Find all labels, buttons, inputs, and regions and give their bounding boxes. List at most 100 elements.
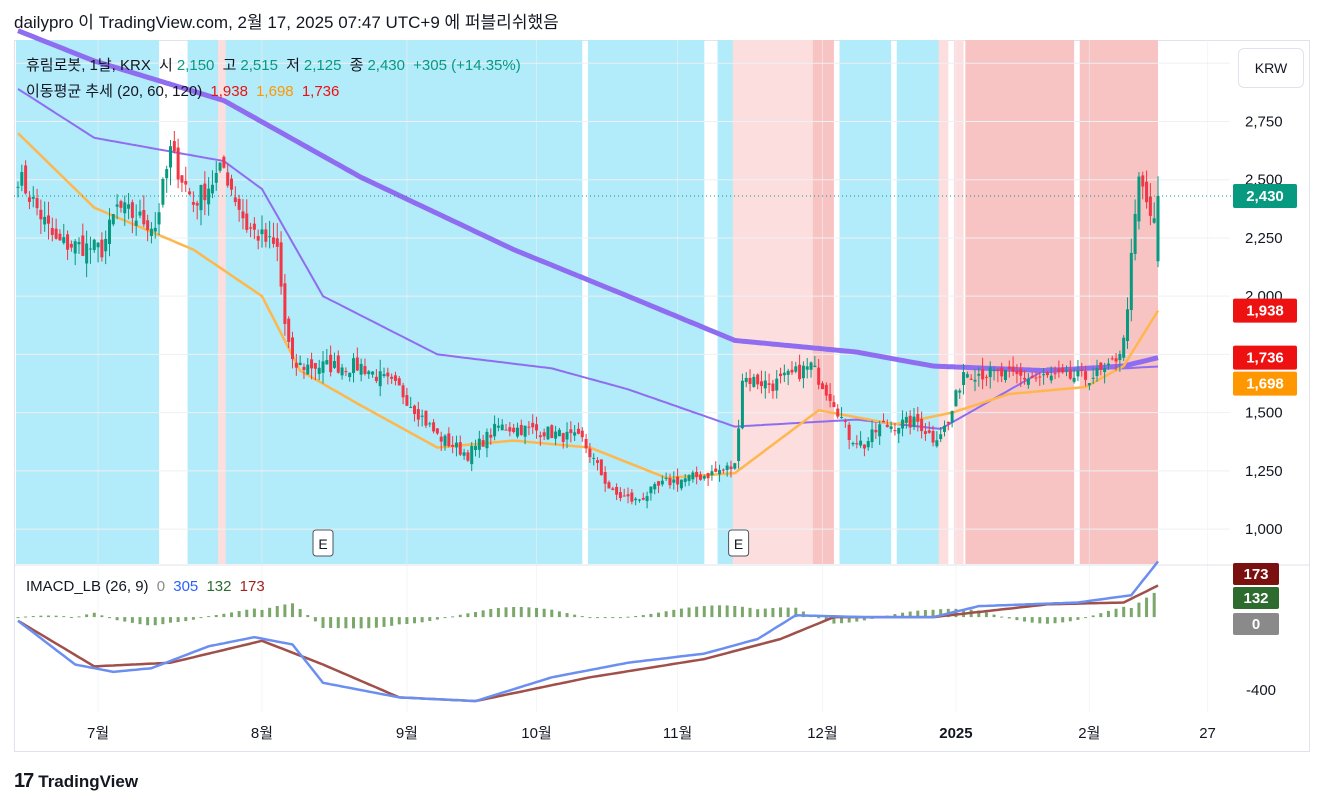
macd-histogram-bar: [512, 606, 516, 618]
candle-body: [271, 237, 275, 244]
macd-v3: 173: [239, 578, 265, 595]
candle-body: [1118, 354, 1122, 361]
macd-histogram-bar: [992, 614, 996, 618]
candle-body: [111, 214, 115, 225]
macd-histogram-bar: [24, 616, 28, 618]
candle-body: [317, 367, 321, 374]
candle-body: [672, 479, 676, 483]
macd-histogram-bar: [108, 617, 112, 619]
macd-histogram-bar: [733, 605, 737, 618]
candle-body: [1129, 252, 1133, 311]
macd-histogram-bar: [580, 616, 584, 618]
candle-body: [58, 233, 62, 241]
candle-body: [786, 370, 790, 375]
candle-body: [218, 162, 222, 171]
candle-body: [203, 183, 207, 201]
macd-histogram-bar: [1068, 617, 1072, 622]
candle-body: [596, 460, 600, 463]
ma-title[interactable]: 이동평균 추세 (20, 60, 120): [26, 83, 203, 100]
candle-body: [62, 237, 66, 243]
macd-histogram-bar: [527, 607, 531, 618]
earnings-marker: [728, 529, 750, 557]
candle-body: [214, 172, 218, 183]
macd-histogram-bar: [275, 605, 279, 618]
candle-body: [477, 438, 481, 450]
macd-histogram-bar: [313, 617, 317, 622]
candle-body: [535, 424, 539, 431]
candle-body: [599, 459, 603, 476]
candle-body: [344, 371, 348, 373]
macd-histogram-bar: [291, 603, 295, 618]
candle-body: [779, 373, 783, 377]
macd-histogram-bar: [535, 607, 539, 618]
candle-body: [1145, 181, 1149, 203]
zone-blue: [717, 40, 735, 564]
macd-histogram-bar: [199, 617, 203, 619]
candle-body: [729, 466, 733, 469]
candle-body: [96, 242, 100, 248]
macd-title[interactable]: IMACD_LB (26, 9): [26, 578, 149, 595]
candle-body: [302, 366, 306, 370]
candle-body: [210, 184, 214, 194]
macd-histogram-bar: [1007, 617, 1011, 619]
candle-body: [382, 374, 386, 376]
candle-body: [962, 372, 966, 385]
candle-body: [420, 415, 424, 417]
candle-body: [634, 498, 638, 501]
macd-histogram-bar: [672, 609, 676, 618]
zone-pink: [938, 40, 949, 564]
candle-body: [485, 431, 489, 449]
candle-body: [946, 421, 950, 424]
candle-body: [340, 367, 344, 376]
macd-histogram-bar: [649, 613, 653, 618]
candle-body: [615, 486, 619, 495]
candle-body: [1080, 369, 1084, 371]
candle-body: [474, 445, 478, 451]
candle-body: [252, 223, 256, 230]
zone-blue: [16, 40, 160, 564]
candle-body: [855, 443, 859, 445]
candle-body: [653, 484, 657, 490]
candle-body: [325, 360, 329, 365]
candle-body: [447, 433, 451, 447]
candle-body: [523, 425, 527, 437]
candle-body: [268, 236, 272, 238]
candle-body: [157, 212, 161, 225]
tradingview-footer[interactable]: 17 TradingView: [14, 770, 138, 793]
macd-histogram-bar: [39, 615, 43, 618]
candle-body: [134, 220, 138, 226]
price-tag: 2,430: [1233, 184, 1297, 209]
candle-body: [245, 213, 249, 230]
candle-body: [881, 420, 885, 423]
candle-body: [622, 495, 626, 497]
candle-body: [1034, 377, 1038, 379]
candle-body: [241, 211, 245, 219]
candle-body: [31, 196, 35, 199]
macd-histogram-bar: [756, 609, 760, 618]
price-tick-label: 2,250: [1245, 230, 1283, 247]
candle-body: [226, 172, 230, 186]
candle-body: [184, 181, 188, 185]
currency-button[interactable]: KRW: [1238, 48, 1304, 88]
candle-body: [493, 423, 497, 437]
macd-histogram-bar: [16, 617, 20, 619]
candle-body: [100, 239, 104, 258]
macd-histogram-bar: [893, 614, 897, 618]
ma2-value: 1,698: [256, 83, 294, 100]
candle-body: [466, 452, 470, 461]
macd-histogram-bar: [336, 617, 340, 629]
candle-body: [836, 408, 840, 417]
price-tag-text: 1,938: [1246, 303, 1284, 320]
candle-body: [954, 390, 958, 407]
candle-body: [454, 442, 458, 448]
candle-body: [127, 204, 131, 209]
ma1-value: 1,938: [210, 83, 248, 100]
candle-body: [1091, 377, 1095, 379]
candle-body: [809, 362, 813, 370]
candle-body: [603, 472, 607, 484]
candle-body: [851, 442, 855, 445]
macd-histogram-bar: [306, 615, 310, 618]
candle-body: [1068, 369, 1072, 379]
symbol-label[interactable]: 휴림로봇, 1날, KRX: [26, 57, 151, 74]
